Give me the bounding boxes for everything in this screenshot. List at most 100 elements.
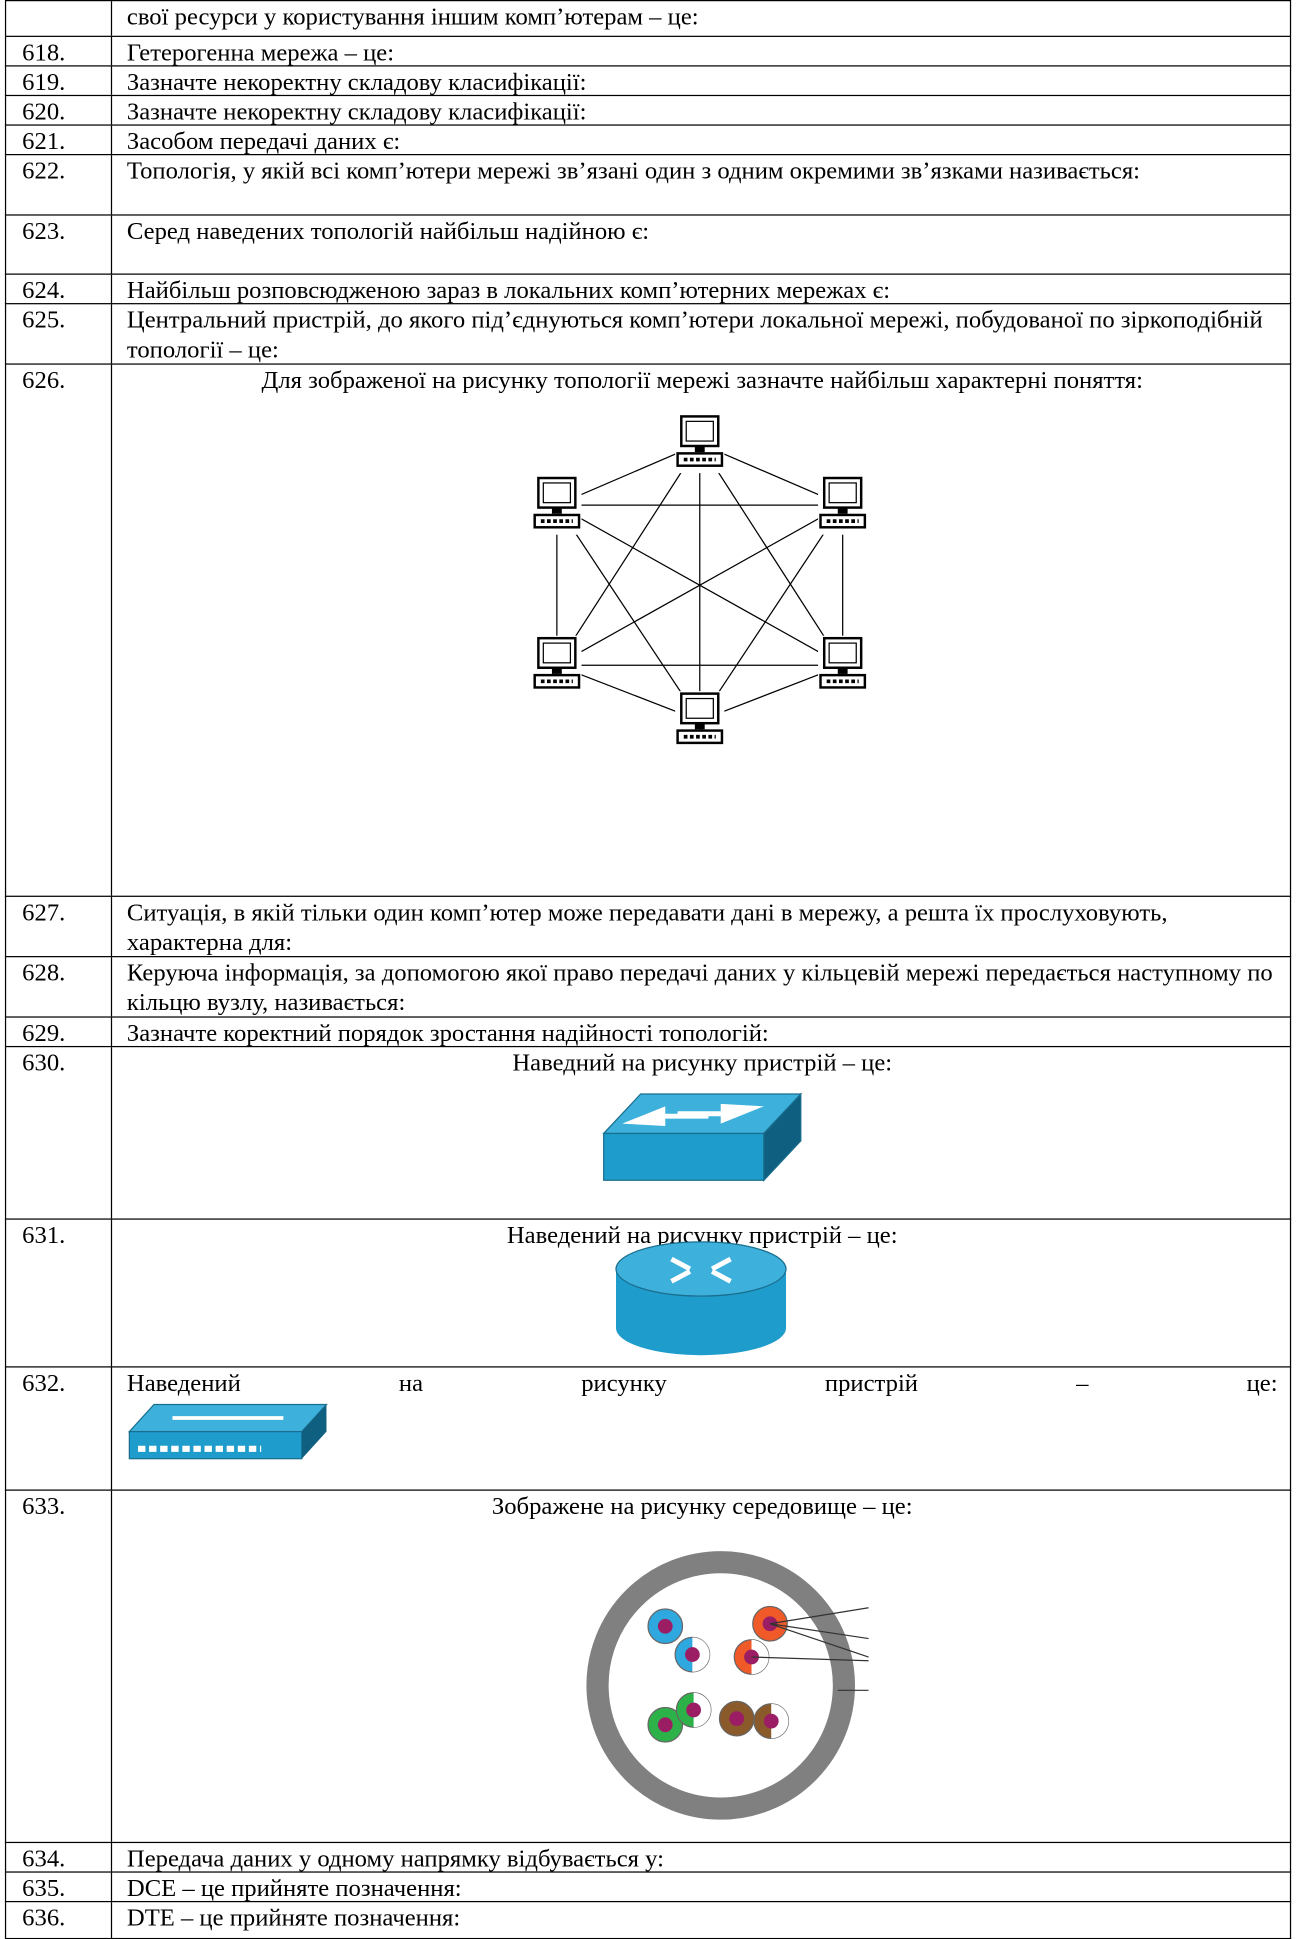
router-top	[615, 1241, 787, 1297]
table-row: 623. Серед наведених топологій найбільш н…	[4, 215, 1292, 275]
wire-core	[729, 1711, 745, 1727]
router-bottom	[616, 1300, 787, 1356]
stand	[694, 445, 705, 453]
computer-icon	[675, 691, 725, 751]
row-number: 631.	[6, 1219, 113, 1367]
row-text: Зазначте некоректну складову класифікаці…	[126, 68, 587, 97]
wire-core	[657, 1618, 673, 1634]
stand	[694, 723, 705, 730]
switch-side	[763, 1092, 802, 1182]
wire-stripe	[771, 1703, 789, 1739]
table-row: 621. Засобом передачі даних є:	[4, 125, 1292, 156]
stand	[837, 667, 848, 674]
wire-core	[684, 1647, 700, 1662]
screen	[542, 642, 572, 664]
computer-icon	[532, 635, 582, 695]
row-text: свої ресурси у користування іншим комп’ю…	[126, 3, 699, 31]
table-row: 635. DCE – це прийняте позначення:	[4, 1872, 1292, 1903]
leader-line	[769, 1623, 869, 1640]
screen	[828, 482, 857, 504]
router-arrow	[710, 1269, 732, 1284]
stand	[551, 667, 562, 674]
table-row: 618. Гетерогенна мережа – це:	[4, 36, 1292, 67]
row-text: Топологія, у якій всі комп’ютери мережі …	[126, 157, 1141, 185]
row-text: Для зображеної на рисунку топології мере…	[261, 367, 1143, 395]
row-text: Наведний на рисунку пристрій – це:	[512, 1049, 893, 1077]
table-row: 632. Наведений на рисунку пристрій – це:	[4, 1367, 1292, 1491]
table-row: 633. Зображене на рисунку середовище – це…	[4, 1490, 1292, 1844]
table-row: 629. Зазначте коректний порядок зростання…	[4, 1017, 1292, 1048]
row-number: 634.	[6, 1843, 113, 1873]
row-text: Серед наведених топологій найбільш надій…	[126, 218, 650, 246]
row-text: Засобом передачі даних є:	[126, 128, 401, 156]
stand	[837, 507, 848, 514]
row-number: 633.	[6, 1490, 113, 1842]
table-row: свої ресурси у користування іншим комп’ю…	[4, 0, 1292, 37]
hub-side	[301, 1404, 327, 1459]
row-number: 628.	[6, 957, 113, 1017]
row-number: 627.	[6, 896, 113, 957]
hub-front	[128, 1430, 303, 1460]
table-row: 624. Найбільш розповсюдженою зараз в лока…	[4, 274, 1292, 305]
table-row: 628. Керуюча інформація, за допомогою яко…	[4, 957, 1292, 1018]
row-number: 622.	[6, 155, 113, 215]
switch-front	[603, 1132, 765, 1181]
computer-icon	[675, 413, 725, 474]
screen	[685, 697, 714, 719]
stand	[551, 507, 562, 514]
mesh-link	[699, 443, 844, 666]
wire-core	[686, 1702, 702, 1718]
row-number: 620.	[6, 96, 113, 126]
row-text: Зазначте некоректну складову класифікаці…	[126, 98, 587, 126]
switch-arrow	[677, 1103, 764, 1124]
screen	[542, 482, 572, 504]
row-number: 624.	[6, 274, 113, 304]
mesh-link	[556, 504, 701, 722]
table-row: 622. Топологія, у якій всі комп’ютери мер…	[4, 155, 1292, 216]
table-row: 627. Ситуація, в якій тільки один комп’ют…	[4, 896, 1292, 958]
row-text: Найбільш розповсюдженою зараз в локальни…	[126, 277, 891, 305]
router-arrow	[670, 1269, 692, 1284]
row-number: 630.	[6, 1047, 113, 1219]
wire-core	[657, 1717, 673, 1733]
screen	[685, 420, 714, 442]
computer-icon	[532, 475, 582, 535]
table-row: 634. Передача даних у одному напрямку від…	[4, 1843, 1292, 1873]
screen	[828, 642, 857, 664]
table-row: 619. Зазначте некоректну складову класифі…	[4, 66, 1292, 97]
computer-icon	[818, 475, 868, 535]
row-text: Зазначте коректний порядок зростання над…	[126, 1020, 769, 1048]
router-arrow	[710, 1256, 732, 1272]
cable-bg	[532, 1540, 872, 1836]
leader-line	[769, 1623, 869, 1658]
row-text: Гетерогенна мережа – це:	[126, 39, 395, 67]
row-number	[6, 1, 113, 36]
wire-stripe	[693, 1692, 711, 1728]
row-number: 636.	[6, 1902, 113, 1938]
table-row: 620. Зазначте некоректну складову класифі…	[4, 96, 1292, 126]
row-number: 625.	[6, 304, 113, 364]
row-number: 618.	[6, 36, 113, 67]
wire-stripe	[692, 1637, 710, 1672]
row-number: 626.	[6, 364, 113, 896]
mesh-link	[556, 443, 701, 666]
row-number: 619.	[6, 66, 113, 96]
row-number: 632.	[6, 1367, 113, 1490]
row-number: 621.	[6, 125, 113, 155]
row-number: 623.	[6, 215, 113, 274]
wire-core	[763, 1713, 779, 1729]
row-text: Ситуація, в якій тільки один комп’ютер м…	[126, 899, 1168, 957]
row-text: Центральний пристрій, до якого під’єдную…	[126, 306, 1263, 364]
computer-icon	[818, 635, 868, 695]
row-text: Передача даних у одному напрямку відбува…	[126, 1845, 664, 1873]
router-arrow	[670, 1256, 692, 1272]
table-row: 626. Для зображеної на рисунку топології …	[4, 364, 1292, 897]
table-row: 625. Центральний пристрій, до якого під’є…	[4, 304, 1292, 365]
row-text: DCE – це прийняте позначення:	[126, 1875, 462, 1903]
cable-jacket	[586, 1551, 856, 1820]
table-row: 630. Наведний на рисунку пристрій – це:	[4, 1047, 1292, 1220]
row-text: Керуюча інформація, за допомогою якої пр…	[126, 959, 1273, 1017]
